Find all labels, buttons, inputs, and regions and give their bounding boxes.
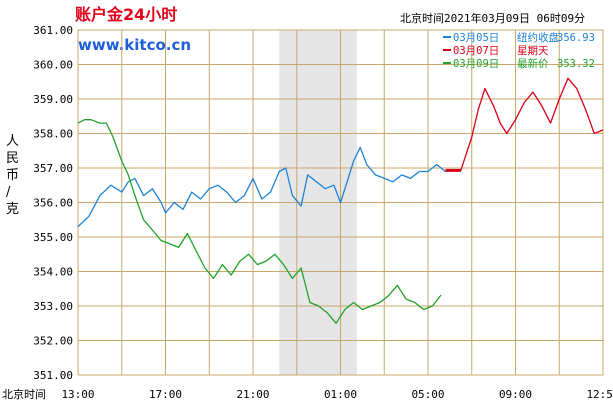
x-tick-label: 09:00 bbox=[499, 388, 532, 401]
y-tick-label: 361.00 bbox=[33, 24, 73, 37]
legend-label: 纽约收盘 bbox=[517, 31, 559, 44]
x-tick-label: 17:00 bbox=[149, 388, 182, 401]
x-tick-label: 12:59 bbox=[586, 388, 613, 401]
y-axis-unit-label: 人民币 / 克 bbox=[6, 134, 19, 217]
y-tick-label: 360.00 bbox=[33, 59, 73, 72]
legend-label: 最新价 bbox=[517, 57, 549, 70]
y-tick-label: 354.00 bbox=[33, 266, 73, 279]
y-tick-label: 359.00 bbox=[33, 93, 73, 106]
y-tick-label: 358.00 bbox=[33, 128, 73, 141]
y-unit-char: 克 bbox=[6, 202, 19, 217]
legend-date: 03月05日 bbox=[453, 32, 499, 44]
x-axis-label: 北京时间 bbox=[2, 387, 46, 401]
y-unit-char: 人 bbox=[6, 134, 19, 149]
chart-timestamp: 北京时间2021年03月09日 06时09分 bbox=[400, 11, 585, 25]
y-unit-char: 币 bbox=[6, 168, 19, 183]
x-tick-label: 21:00 bbox=[236, 388, 269, 401]
y-tick-label: 353.00 bbox=[33, 300, 73, 313]
legend-date: 03月07日 bbox=[453, 45, 499, 57]
plot-border bbox=[77, 29, 604, 376]
kitco-url[interactable]: www.kitco.cn bbox=[78, 36, 191, 54]
y-tick-label: 351.00 bbox=[33, 369, 73, 382]
series-line-3 bbox=[77, 119, 442, 324]
legend-label: 星期天 bbox=[517, 45, 549, 57]
legend-date: 03月09日 bbox=[453, 58, 499, 70]
y-unit-char: / bbox=[6, 185, 11, 200]
chart-title: 账户金24小时 bbox=[75, 5, 177, 24]
y-unit-char: 民 bbox=[6, 151, 19, 166]
series-line-1 bbox=[77, 146, 446, 228]
y-tick-label: 356.00 bbox=[33, 197, 73, 210]
legend-value: 356.93 bbox=[557, 32, 595, 44]
y-tick-label: 352.00 bbox=[33, 335, 73, 348]
x-tick-label: 13:00 bbox=[61, 388, 94, 401]
y-tick-label: 357.00 bbox=[33, 162, 73, 175]
series-line-2 bbox=[445, 77, 604, 172]
plot-area: 361.00 360.00 359.00 358.00 357.00 356.00 355.… bbox=[33, 24, 613, 401]
y-tick-label: 355.00 bbox=[33, 231, 73, 244]
x-tick-label: 05:00 bbox=[411, 388, 444, 401]
legend-value: 353.32 bbox=[557, 58, 595, 70]
x-tick-label: 01:00 bbox=[324, 388, 357, 401]
